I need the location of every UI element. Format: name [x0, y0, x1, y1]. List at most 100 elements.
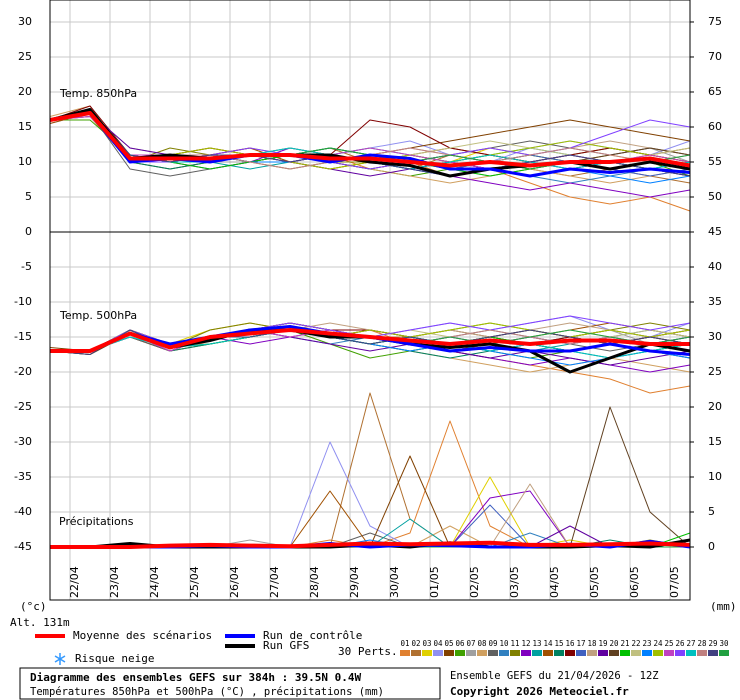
series-lines	[49, 105, 691, 549]
legend-swatch	[400, 650, 410, 656]
snow-label: Risque neige	[75, 652, 154, 665]
legend-swatch	[719, 650, 729, 656]
x-tick-label: 04/05	[548, 566, 561, 598]
legend-swatch	[642, 650, 652, 656]
legend-label: 05	[444, 639, 453, 648]
y2-unit: (mm)	[710, 600, 737, 613]
y-tick-label: 5	[25, 190, 32, 203]
x-tick-label: 28/04	[308, 566, 321, 598]
legend-label: 23	[642, 639, 651, 648]
legend-label: 04	[433, 639, 443, 648]
y2-tick-label: 50	[708, 190, 722, 203]
y-tick-label: 30	[18, 15, 32, 28]
x-tick-label: 03/05	[508, 566, 521, 598]
legend-label: 20	[609, 639, 619, 648]
y-tick-label: -30	[14, 435, 32, 448]
legend-label: 22	[631, 639, 640, 648]
footer-title: Diagramme des ensembles GEFS sur 384h : …	[30, 671, 362, 684]
legend-label: 18	[587, 639, 597, 648]
series-line	[49, 108, 691, 178]
legend-swatch	[686, 650, 696, 656]
y2-tick-label: 40	[708, 260, 722, 273]
legend-label: 14	[543, 639, 553, 648]
x-tick-label: 02/05	[468, 566, 481, 598]
x-tick-label: 29/04	[348, 566, 361, 598]
plot-area	[50, 0, 690, 600]
y2-tick-label: 15	[708, 435, 722, 448]
series-line	[50, 540, 691, 549]
legend-label: 06	[455, 639, 465, 648]
y2-tick-label: 75	[708, 15, 722, 28]
x-tick-label: 26/04	[228, 566, 241, 598]
legend-swatch	[510, 650, 520, 656]
x-tick-label: 22/04	[68, 566, 81, 598]
x-tick-label: 06/05	[628, 566, 641, 598]
y-tick-label: 10	[18, 155, 32, 168]
legend-swatch	[675, 650, 685, 656]
legend-label: 13	[532, 639, 541, 648]
legend-label: 29	[708, 639, 717, 648]
x-tick-label: 01/05	[428, 566, 441, 598]
y2-tick-label: 30	[708, 330, 722, 343]
legend-label: 19	[598, 639, 607, 648]
y-tick-label: -10	[14, 295, 32, 308]
y-tick-label: 20	[18, 85, 32, 98]
legend-label: 03	[422, 639, 431, 648]
legend-swatch	[444, 650, 454, 656]
y-tick-label: -40	[14, 505, 32, 518]
legend-swatch	[477, 650, 487, 656]
legend-swatch	[587, 650, 597, 656]
y2-tick-label: 65	[708, 85, 722, 98]
y-tick-label: -5	[21, 260, 32, 273]
legend-label: 24	[653, 639, 663, 648]
legend-swatch	[565, 650, 575, 656]
y-unit: (°c)	[20, 600, 47, 613]
legend-label: 16	[565, 639, 575, 648]
grid	[50, 0, 690, 600]
y-tick-label: -45	[14, 540, 32, 553]
x-tick-label: 05/05	[588, 566, 601, 598]
y-tick-label: -20	[14, 365, 32, 378]
snow-icon	[54, 653, 66, 665]
series-line	[49, 111, 691, 168]
legend-swatch	[422, 650, 432, 656]
legend-label: 01	[400, 639, 409, 648]
legend-label: 30	[719, 639, 729, 648]
legend-label: 08	[477, 639, 487, 648]
legend-swatch	[631, 650, 641, 656]
x-tick-label: 30/04	[388, 566, 401, 598]
y-tick-label: 25	[18, 50, 32, 63]
legend-label: 07	[466, 639, 475, 648]
legend-label: 09	[488, 639, 497, 648]
legend-label: Moyenne des scénarios	[73, 629, 212, 642]
legend-swatch	[697, 650, 707, 656]
y2-tick-label: 70	[708, 50, 722, 63]
legend-label: 17	[576, 639, 585, 648]
legend-swatch	[653, 650, 663, 656]
legend-swatch	[532, 650, 542, 656]
legend-label: 10	[499, 639, 509, 648]
series-line	[49, 112, 691, 170]
y-tick-label: 15	[18, 120, 32, 133]
y-tick-label: -15	[14, 330, 32, 343]
legend-label: 12	[521, 639, 530, 648]
legend-label: Run GFS	[263, 639, 309, 652]
series-line	[50, 328, 690, 353]
legend-label: 15	[554, 639, 563, 648]
panel-label: Temp. 500hPa	[59, 309, 137, 322]
y2-tick-label: 20	[708, 400, 722, 413]
legend-label: 28	[697, 639, 707, 648]
altitude: Alt. 131m	[10, 616, 70, 629]
legend-swatch	[598, 650, 608, 656]
legend-swatch	[664, 650, 674, 656]
footer-subtitle: Températures 850hPa et 500hPa (°C) , pré…	[30, 686, 384, 698]
x-tick-label: 24/04	[148, 566, 161, 598]
legend-label: 27	[686, 639, 695, 648]
legend-swatch	[554, 650, 564, 656]
y2-tick-label: 10	[708, 470, 722, 483]
y2-tick-label: 55	[708, 155, 722, 168]
legend-swatch	[620, 650, 630, 656]
y2-tick-label: 5	[708, 505, 715, 518]
legend-swatch	[411, 650, 421, 656]
